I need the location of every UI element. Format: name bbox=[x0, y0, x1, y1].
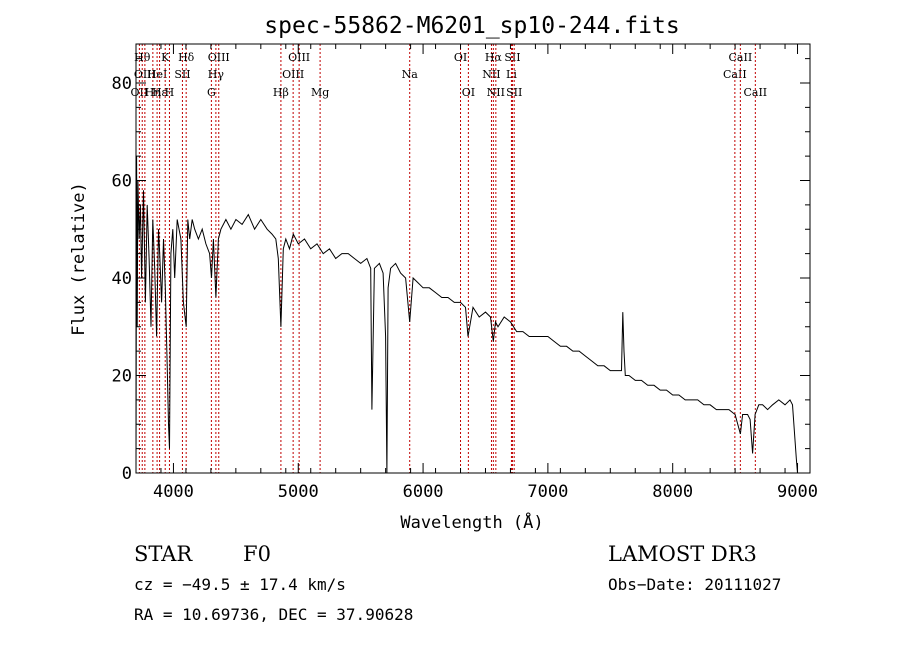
line-marker-label: OIII bbox=[134, 68, 156, 81]
line-marker-label: HeI bbox=[147, 68, 167, 81]
coordinates-readout: RA = 10.69736, DEC = 37.90628 bbox=[134, 605, 413, 624]
line-marker-label: OIII bbox=[208, 51, 230, 64]
line-marker-label: OI bbox=[454, 51, 467, 64]
object-class: STAR bbox=[134, 542, 193, 566]
line-marker-label: OII bbox=[131, 86, 149, 99]
line-marker-label: H bbox=[165, 86, 175, 99]
line-marker-label: K bbox=[161, 51, 170, 64]
line-marker-label: Hδ bbox=[178, 51, 195, 64]
line-markers: OIIHθOIIIHηHeIHεKHSIIHδGHγOIIIHβOIIIOIII… bbox=[131, 44, 767, 473]
line-marker-label: Hα bbox=[485, 51, 503, 64]
line-marker-label: OIII bbox=[282, 68, 304, 81]
line-marker-label: CaII bbox=[723, 68, 747, 81]
line-marker-label: Na bbox=[402, 68, 419, 81]
line-marker-label: SII bbox=[504, 51, 520, 64]
x-tick-label: 6000 bbox=[403, 482, 444, 502]
line-marker-label: CaII bbox=[743, 86, 767, 99]
x-tick-label: 5000 bbox=[278, 482, 319, 502]
observation-date: Obs−Date: 20111027 bbox=[608, 575, 781, 594]
x-tick-label: 8000 bbox=[652, 482, 693, 502]
line-marker-label: Hθ bbox=[134, 51, 151, 64]
y-tick-label: 0 bbox=[122, 464, 132, 484]
plot-frame bbox=[135, 43, 811, 474]
x-axis-label: Wavelength (Å) bbox=[400, 511, 543, 533]
line-marker-label: OIII bbox=[288, 51, 310, 64]
spectrum-series-line bbox=[135, 156, 798, 474]
line-marker-label: CaII bbox=[729, 51, 753, 64]
line-marker-label: SII bbox=[174, 68, 190, 81]
line-marker-label: NII bbox=[487, 86, 505, 99]
line-marker-label: Mg bbox=[311, 86, 329, 99]
y-tick-label: 40 bbox=[112, 269, 132, 289]
line-marker-label: G bbox=[207, 86, 216, 99]
axis-ticks: 4000 5000 6000 7000 8000 9000 0 20 40 60 80 bbox=[112, 44, 818, 502]
x-tick-label: 7000 bbox=[527, 482, 568, 502]
survey-name: LAMOST DR3 bbox=[608, 542, 757, 566]
chart-title: spec-55862-M6201_sp10-244.fits bbox=[264, 13, 679, 39]
y-axis-label: Flux (relative) bbox=[69, 182, 89, 336]
y-tick-label: 80 bbox=[112, 74, 132, 94]
line-marker-label: NII bbox=[482, 68, 500, 81]
x-tick-label: 9000 bbox=[777, 482, 818, 502]
line-marker-label: Hγ bbox=[208, 68, 225, 81]
line-marker-label: OI bbox=[462, 86, 475, 99]
y-tick-label: 20 bbox=[112, 367, 132, 387]
y-tick-label: 60 bbox=[112, 172, 132, 192]
object-subclass: F0 bbox=[243, 542, 271, 566]
x-tick-label: 4000 bbox=[153, 482, 194, 502]
redshift-readout: cz = −49.5 ± 17.4 km/s bbox=[134, 575, 346, 594]
line-marker-label: Hβ bbox=[273, 86, 289, 99]
line-marker-label: SII bbox=[506, 86, 522, 99]
line-marker-label: Hε bbox=[152, 86, 168, 99]
line-marker-label: Li bbox=[506, 68, 517, 81]
